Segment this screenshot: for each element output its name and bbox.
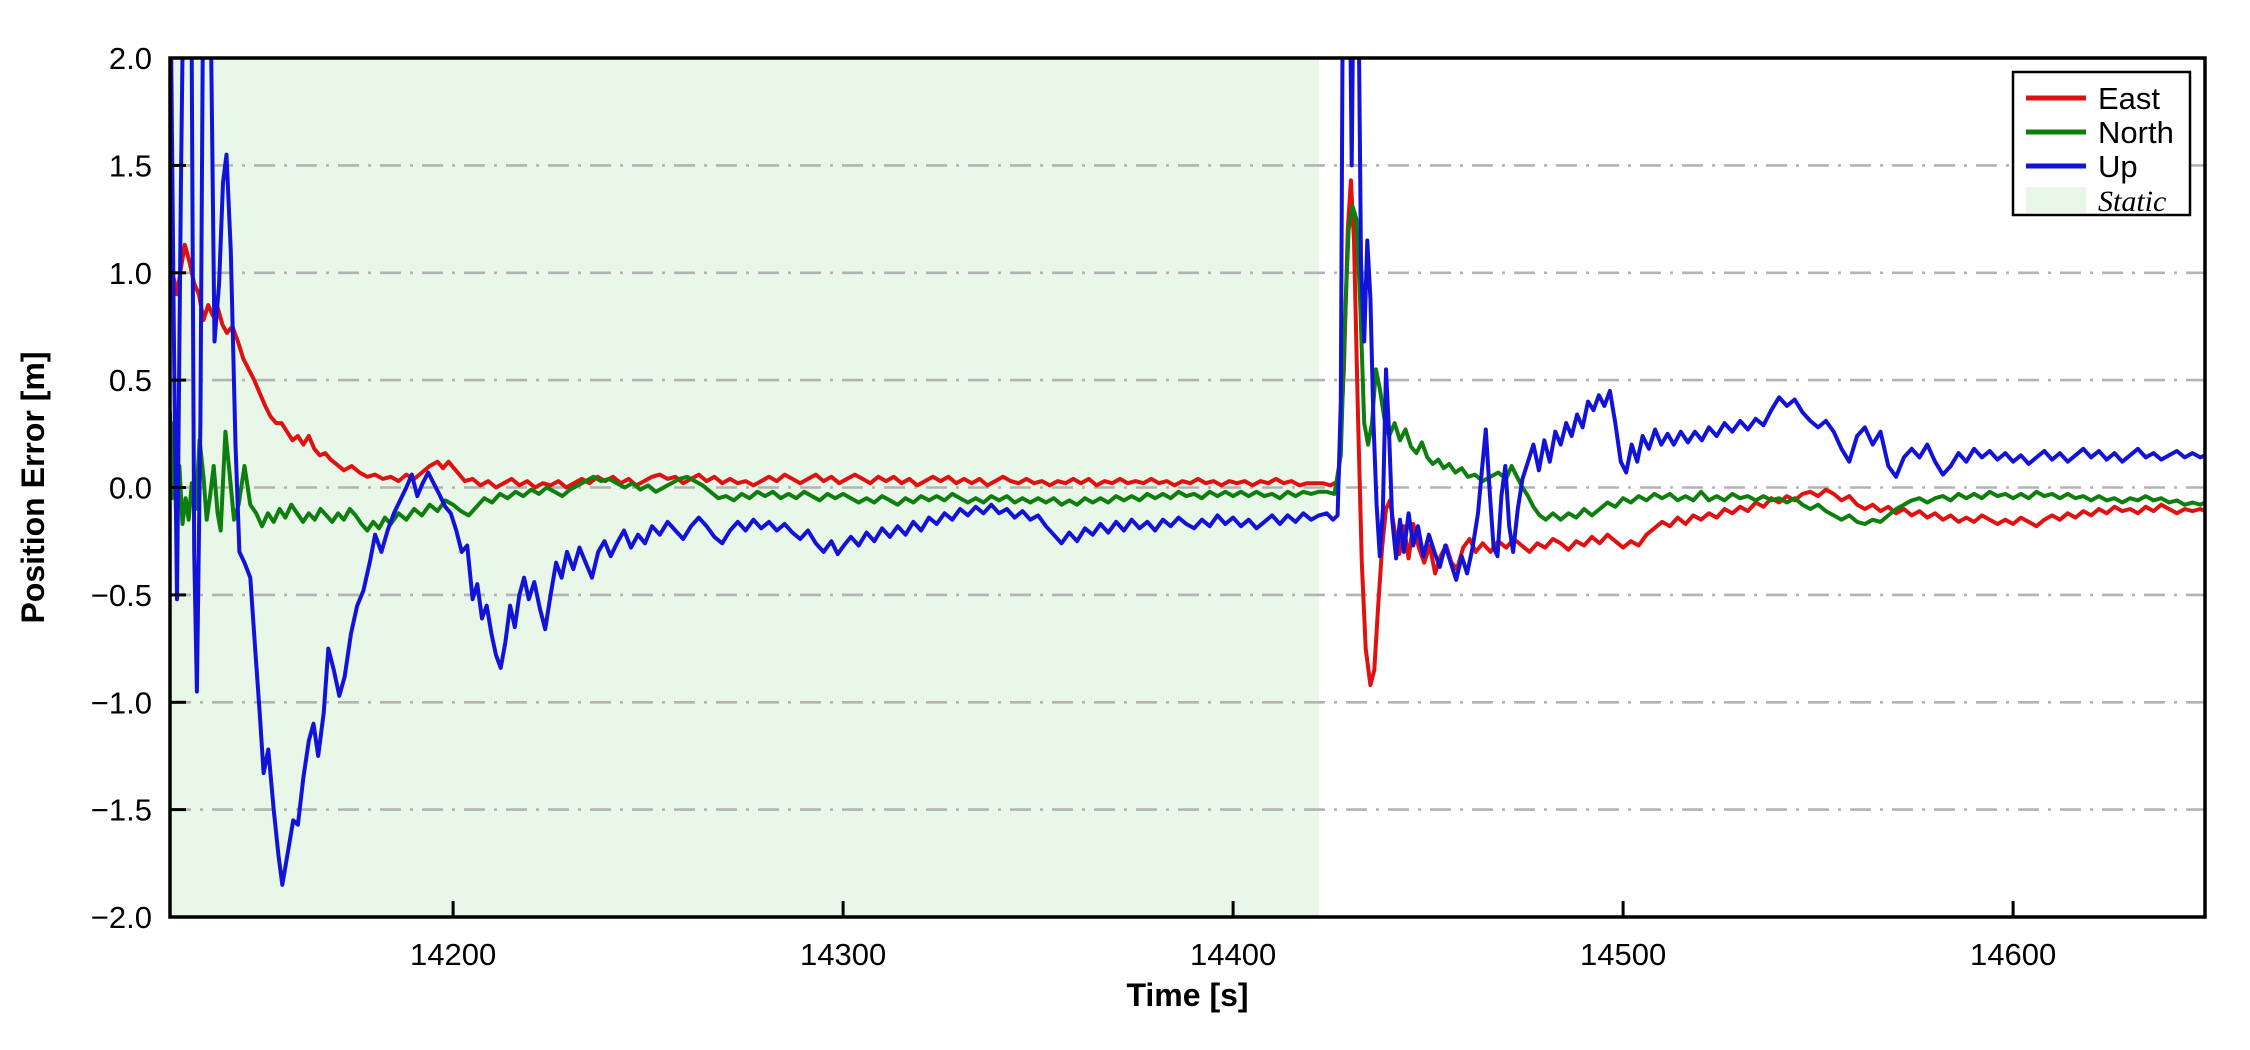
y-tick-label: −1.5	[91, 793, 152, 828]
x-tick-label: 14400	[1190, 937, 1276, 972]
plot-frame	[168, 56, 2207, 919]
series-group	[170, 58, 2205, 887]
x-tick-label: 14200	[410, 937, 496, 972]
y-tick-label: 1.0	[109, 256, 152, 291]
y-tick-label: 0.0	[109, 471, 152, 506]
y-tick-label: −1.0	[91, 685, 152, 720]
legend-swatch-static	[2026, 187, 2086, 213]
y-axis-label: Position Error [m]	[15, 351, 51, 623]
y-tick-label: −2.0	[91, 900, 152, 935]
x-tick-label: 14500	[1580, 937, 1666, 972]
x-tick-label: 14300	[800, 937, 886, 972]
legend-label-north: North	[2098, 115, 2174, 150]
legend-label-static: Static	[2098, 185, 2166, 218]
x-tick-label: 14600	[1970, 937, 2056, 972]
y-tick-label: 0.5	[109, 363, 152, 398]
series-north-line	[170, 204, 2205, 533]
legend-label-up: Up	[2098, 149, 2138, 184]
legend-label-east: East	[2098, 81, 2160, 116]
series-up-line	[170, 58, 2205, 887]
series-east-line	[170, 178, 2205, 688]
y-tick-label: 2.0	[109, 41, 152, 76]
y-tick-label: −0.5	[91, 578, 152, 613]
static-region-span	[170, 58, 1319, 917]
y-tick-label: 1.5	[109, 148, 152, 183]
x-axis-label: Time [s]	[1126, 977, 1248, 1013]
